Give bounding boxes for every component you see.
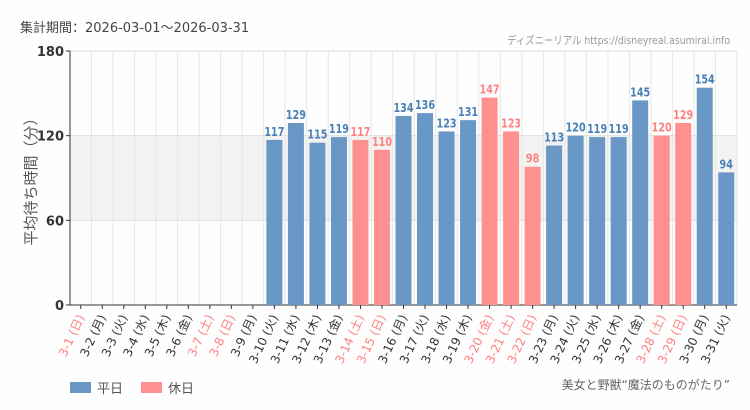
- data-label: 145: [630, 85, 650, 99]
- bar: [460, 120, 477, 306]
- bar: [373, 149, 390, 305]
- legend-label: 休日: [168, 382, 195, 397]
- data-label: 134: [393, 101, 413, 115]
- data-label: 110: [372, 135, 392, 149]
- y-tick-label: 120: [37, 130, 64, 145]
- data-label: 123: [501, 116, 521, 130]
- legend-label: 平日: [97, 382, 124, 397]
- bar: [524, 166, 541, 305]
- data-label: 131: [458, 105, 478, 119]
- bar: [395, 115, 412, 306]
- data-label: 119: [587, 122, 607, 136]
- bar: [610, 137, 627, 305]
- bar: [309, 142, 326, 305]
- bar: [589, 137, 606, 305]
- data-label: 113: [544, 131, 564, 145]
- bar: [481, 97, 498, 305]
- legend-swatch-weekday: [70, 382, 91, 393]
- legend-swatch-holiday: [141, 382, 163, 393]
- bar: [632, 100, 649, 305]
- bar: [503, 131, 520, 305]
- data-label: 119: [609, 122, 629, 136]
- data-label: 98: [526, 152, 539, 166]
- attraction-name: 美女と野獣“魔法のものがたり”: [561, 378, 730, 392]
- data-label: 129: [673, 108, 693, 122]
- bar: [653, 135, 670, 305]
- bar: [546, 145, 563, 305]
- data-label: 120: [566, 121, 586, 135]
- y-tick-label: 0: [55, 299, 64, 314]
- bar: [330, 137, 347, 305]
- y-axis-label: 平均待ち時間（分）: [22, 110, 40, 245]
- legend-weekday: 平日: [70, 378, 123, 397]
- bar: [287, 122, 304, 305]
- period-label: 集計期間：2026-03-01～2026-03-31: [20, 21, 250, 36]
- bar: [675, 122, 692, 305]
- data-label: 115: [307, 128, 327, 142]
- data-label: 154: [695, 73, 715, 87]
- data-label: 117: [350, 125, 370, 139]
- data-label: 120: [652, 121, 672, 135]
- data-label: 117: [264, 125, 284, 139]
- bar: [567, 135, 584, 305]
- bar: [438, 131, 455, 305]
- legend-holiday: 休日: [141, 378, 194, 397]
- y-tick-label: 60: [46, 214, 64, 229]
- site-credit: ディズニーリアル https://disneyreal.asumirai.inf…: [507, 34, 730, 47]
- data-label: 147: [480, 83, 500, 97]
- bar: [718, 172, 735, 305]
- data-label: 94: [720, 157, 734, 171]
- data-label: 136: [415, 98, 435, 112]
- legend: 平日 休日: [70, 378, 194, 397]
- bar: [417, 113, 434, 305]
- data-label: 123: [437, 116, 457, 130]
- data-label: 129: [286, 108, 306, 122]
- bar: [352, 139, 369, 305]
- bar: [696, 87, 713, 305]
- data-label: 119: [329, 122, 349, 136]
- y-tick-label: 180: [37, 45, 64, 60]
- bar: [266, 139, 283, 305]
